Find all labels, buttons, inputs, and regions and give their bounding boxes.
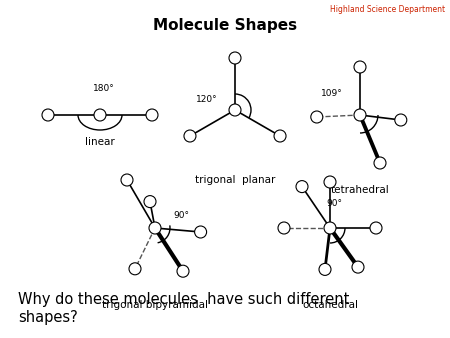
Text: octahedral: octahedral	[302, 300, 358, 310]
Circle shape	[319, 263, 331, 275]
Circle shape	[229, 104, 241, 116]
Circle shape	[149, 222, 161, 234]
Circle shape	[194, 226, 207, 238]
Circle shape	[94, 109, 106, 121]
Text: 109°: 109°	[321, 89, 343, 97]
Circle shape	[311, 111, 323, 123]
Circle shape	[229, 52, 241, 64]
Circle shape	[395, 114, 407, 126]
Circle shape	[177, 265, 189, 277]
Text: trigonal  planar: trigonal planar	[195, 175, 275, 185]
Text: Highland Science Department: Highland Science Department	[330, 5, 445, 14]
Circle shape	[42, 109, 54, 121]
Circle shape	[184, 130, 196, 142]
Circle shape	[278, 222, 290, 234]
Circle shape	[129, 263, 141, 275]
Text: Molecule Shapes: Molecule Shapes	[153, 18, 297, 33]
Circle shape	[274, 130, 286, 142]
Circle shape	[352, 261, 364, 273]
Circle shape	[296, 180, 308, 193]
Circle shape	[354, 109, 366, 121]
Circle shape	[121, 174, 133, 186]
Text: trigonal bipyramidal: trigonal bipyramidal	[102, 300, 208, 310]
Circle shape	[146, 109, 158, 121]
Circle shape	[370, 222, 382, 234]
Text: 180°: 180°	[93, 84, 115, 93]
Circle shape	[324, 176, 336, 188]
Circle shape	[324, 222, 336, 234]
Circle shape	[144, 196, 156, 208]
Text: shapes?: shapes?	[18, 310, 78, 325]
Circle shape	[354, 61, 366, 73]
Text: Why do these molecules  have such different: Why do these molecules have such differe…	[18, 292, 349, 307]
Text: 120°: 120°	[196, 96, 218, 104]
Circle shape	[374, 157, 386, 169]
Text: tetrahedral: tetrahedral	[331, 185, 389, 195]
Text: 90°: 90°	[326, 199, 342, 209]
Text: linear: linear	[85, 137, 115, 147]
Text: 90°: 90°	[173, 212, 189, 220]
